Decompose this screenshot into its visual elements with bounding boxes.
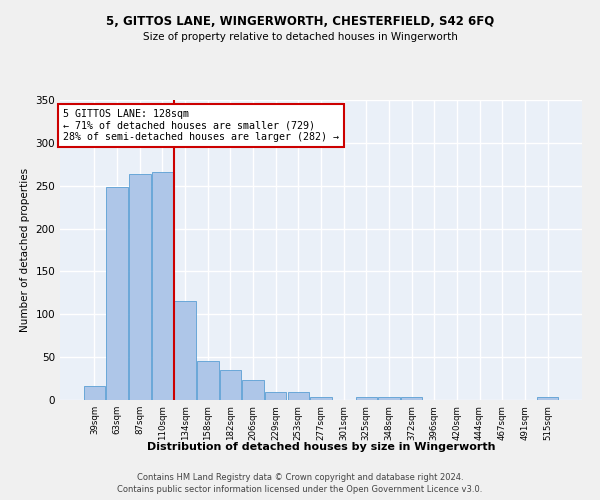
Bar: [378, 396, 400, 400]
Bar: [310, 398, 332, 400]
Bar: [265, 392, 286, 400]
Text: 5, GITTOS LANE, WINGERWORTH, CHESTERFIELD, S42 6FQ: 5, GITTOS LANE, WINGERWORTH, CHESTERFIEL…: [106, 15, 494, 28]
Y-axis label: Number of detached properties: Number of detached properties: [20, 168, 30, 332]
Bar: [356, 396, 377, 400]
Bar: [84, 386, 105, 400]
Bar: [152, 172, 173, 400]
Text: Contains HM Land Registry data © Crown copyright and database right 2024.: Contains HM Land Registry data © Crown c…: [137, 472, 463, 482]
Bar: [220, 370, 241, 400]
Text: Contains public sector information licensed under the Open Government Licence v3: Contains public sector information licen…: [118, 485, 482, 494]
Bar: [129, 174, 151, 400]
Text: 5 GITTOS LANE: 128sqm
← 71% of detached houses are smaller (729)
28% of semi-det: 5 GITTOS LANE: 128sqm ← 71% of detached …: [62, 109, 338, 142]
Text: Distribution of detached houses by size in Wingerworth: Distribution of detached houses by size …: [147, 442, 495, 452]
Text: Size of property relative to detached houses in Wingerworth: Size of property relative to detached ho…: [143, 32, 457, 42]
Bar: [106, 188, 128, 400]
Bar: [175, 300, 196, 400]
Bar: [197, 362, 218, 400]
Bar: [287, 392, 309, 400]
Bar: [242, 380, 264, 400]
Bar: [537, 398, 558, 400]
Bar: [401, 396, 422, 400]
